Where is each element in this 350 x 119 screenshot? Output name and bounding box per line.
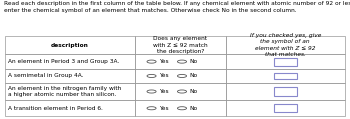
Bar — [5, 69, 135, 83]
Bar — [226, 36, 345, 54]
Bar — [226, 54, 345, 69]
Text: A semimetal in Group 4A.: A semimetal in Group 4A. — [8, 73, 84, 78]
Text: No: No — [189, 59, 197, 64]
Bar — [274, 87, 297, 96]
Text: Yes: Yes — [159, 106, 169, 111]
Bar — [135, 100, 226, 116]
Text: An element in Period 3 and Group 3A.: An element in Period 3 and Group 3A. — [8, 59, 119, 64]
Text: No: No — [189, 106, 197, 111]
Bar — [274, 73, 297, 79]
Bar — [135, 54, 226, 69]
Text: If you checked yes, give
the symbol of an
element with Z ≤ 92
that matches.: If you checked yes, give the symbol of a… — [250, 33, 321, 57]
Text: Read each description in the first column of the table below. If any chemical el: Read each description in the first colum… — [4, 1, 350, 13]
Bar — [5, 54, 135, 69]
Bar — [274, 104, 297, 112]
Bar — [226, 83, 345, 100]
Text: A transition element in Period 6.: A transition element in Period 6. — [8, 106, 103, 111]
Text: description: description — [51, 43, 89, 48]
Text: No: No — [189, 73, 197, 78]
Bar — [226, 100, 345, 116]
Bar — [135, 83, 226, 100]
Text: Yes: Yes — [159, 59, 169, 64]
Bar — [135, 69, 226, 83]
Bar — [274, 58, 297, 66]
Text: No: No — [189, 89, 197, 94]
Bar — [135, 36, 226, 54]
Text: Yes: Yes — [159, 73, 169, 78]
Bar — [5, 83, 135, 100]
Bar — [226, 69, 345, 83]
Bar — [5, 36, 135, 54]
Bar — [5, 100, 135, 116]
Text: Does any element
with Z ≤ 92 match
the description?: Does any element with Z ≤ 92 match the d… — [153, 36, 208, 54]
Text: An element in the nitrogen family with
a higher atomic number than silicon.: An element in the nitrogen family with a… — [8, 86, 121, 97]
Text: Yes: Yes — [159, 89, 169, 94]
